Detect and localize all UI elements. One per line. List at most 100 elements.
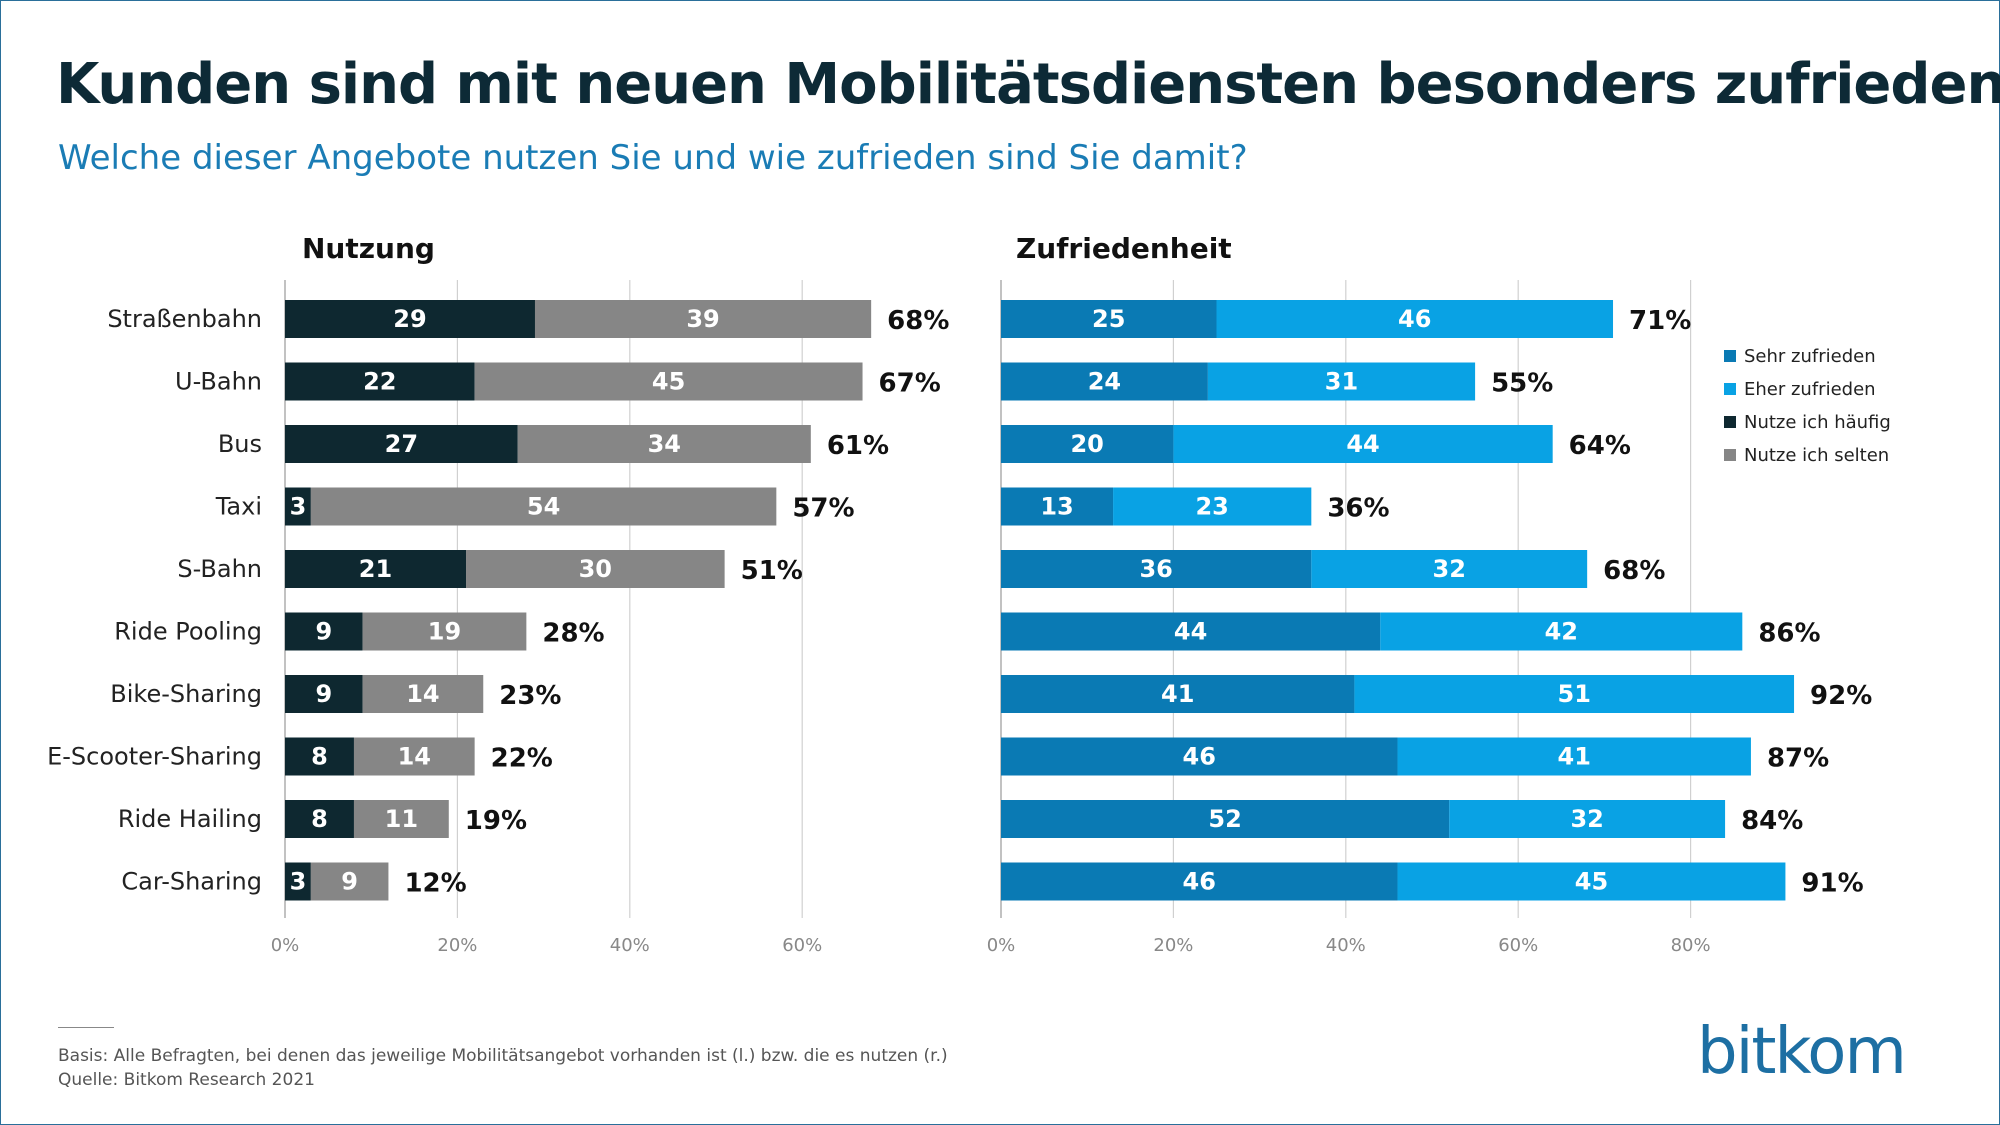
bar-0-8-1 — [353, 800, 449, 838]
x-tick-label-0-2: 40% — [610, 935, 650, 956]
bar-value-label-1-7-0: 46 — [1183, 743, 1216, 771]
legend-swatch-1 — [1724, 383, 1736, 395]
bar-value-label-1-6-0: 41 — [1161, 680, 1194, 708]
bar-0-3-0 — [285, 487, 311, 526]
bar-0-1-0 — [285, 362, 475, 401]
legend-swatch-2 — [1724, 416, 1736, 428]
bar-value-label-0-7-1: 14 — [398, 743, 431, 771]
bar-value-label-1-5-1: 42 — [1545, 618, 1578, 646]
bar-1-6-0 — [1001, 675, 1355, 713]
category-label-1: U-Bahn — [175, 368, 262, 396]
bar-value-label-1-9-1: 45 — [1575, 868, 1608, 896]
bar-0-6-0 — [285, 675, 363, 713]
total-label-1-7: 87% — [1767, 744, 1829, 774]
legend-label-3: Nutze ich selten — [1744, 445, 1890, 466]
x-tick-label-1-4: 80% — [1671, 935, 1711, 956]
bar-0-7-1 — [353, 737, 475, 776]
total-label-1-5: 86% — [1758, 619, 1820, 649]
bitkom-logo: bitkom — [1697, 1015, 1907, 1089]
category-label-6: Bike-Sharing — [110, 680, 262, 708]
bar-1-4-0 — [1001, 550, 1312, 588]
bar-value-label-0-1-1: 45 — [652, 368, 685, 396]
total-label-1-4: 68% — [1603, 556, 1665, 586]
bar-value-label-0-4-1: 30 — [579, 555, 612, 583]
category-label-9: Car-Sharing — [121, 868, 262, 896]
bar-value-label-1-0-1: 46 — [1398, 305, 1431, 333]
bar-value-label-1-2-1: 44 — [1346, 430, 1379, 458]
bar-value-label-0-4-0: 21 — [359, 555, 392, 583]
bar-1-0-0 — [1001, 300, 1217, 338]
bar-0-2-1 — [517, 425, 811, 463]
bar-value-label-0-1-0: 22 — [363, 368, 396, 396]
panel-title-0: Nutzung — [302, 232, 435, 265]
chart-subtitle: Welche dieser Angebote nutzen Sie und wi… — [58, 138, 1248, 178]
total-label-1-3: 36% — [1327, 494, 1389, 524]
bar-value-label-1-9-0: 46 — [1183, 868, 1216, 896]
x-tick-label-0-1: 20% — [437, 935, 477, 956]
total-label-0-5: 28% — [542, 619, 604, 649]
bar-value-label-0-9-0: 3 — [290, 868, 307, 896]
bar-1-5-0 — [1001, 612, 1381, 651]
bar-value-label-1-2-0: 20 — [1070, 430, 1103, 458]
total-label-0-6: 23% — [499, 681, 561, 711]
bar-value-label-0-8-1: 11 — [385, 805, 418, 833]
bar-1-9-1 — [1397, 862, 1786, 901]
legend-item-1: Eher zufrieden — [1724, 379, 1876, 400]
bar-value-label-1-1-0: 24 — [1088, 368, 1121, 396]
bar-value-label-0-6-0: 9 — [315, 680, 332, 708]
category-label-8: Ride Hailing — [118, 805, 262, 833]
bar-1-1-1 — [1207, 362, 1476, 401]
bar-0-0-0 — [285, 300, 535, 338]
category-label-7: E-Scooter-Sharing — [47, 743, 262, 771]
legend-swatch-0 — [1724, 350, 1736, 362]
bar-0-5-0 — [285, 612, 363, 651]
bar-value-label-0-2-1: 34 — [648, 430, 681, 458]
legend-item-3: Nutze ich selten — [1724, 445, 1890, 466]
bar-0-4-0 — [285, 550, 467, 588]
bar-0-4-1 — [466, 550, 725, 588]
bar-value-label-1-7-1: 41 — [1558, 743, 1591, 771]
bar-value-label-1-0-0: 25 — [1092, 305, 1125, 333]
total-label-1-0: 71% — [1629, 306, 1691, 336]
category-label-3: Taxi — [215, 493, 262, 521]
bar-1-7-0 — [1001, 737, 1398, 776]
total-label-1-6: 92% — [1810, 681, 1872, 711]
legend-swatch-3 — [1724, 449, 1736, 461]
footer-divider — [58, 1027, 114, 1028]
bar-0-2-0 — [285, 425, 518, 463]
bar-1-3-0 — [1001, 487, 1114, 526]
x-tick-label-1-0: 0% — [987, 935, 1016, 956]
bar-1-8-1 — [1449, 800, 1726, 838]
bar-value-label-1-5-0: 44 — [1174, 618, 1207, 646]
chart-title: Kunden sind mit neuen Mobilitätsdiensten… — [56, 52, 2000, 117]
bar-1-8-0 — [1001, 800, 1450, 838]
bar-value-label-1-4-0: 36 — [1139, 555, 1172, 583]
bar-value-label-0-6-1: 14 — [406, 680, 439, 708]
x-tick-label-1-1: 20% — [1153, 935, 1193, 956]
bar-0-9-0 — [285, 862, 311, 901]
total-label-0-2: 61% — [827, 431, 889, 461]
bar-1-7-1 — [1397, 737, 1751, 776]
bar-1-5-1 — [1380, 612, 1743, 651]
total-label-1-9: 91% — [1801, 869, 1863, 899]
bar-0-6-1 — [362, 675, 484, 713]
bar-1-4-1 — [1311, 550, 1588, 588]
total-label-1-2: 64% — [1569, 431, 1631, 461]
bar-value-label-1-8-0: 52 — [1208, 805, 1241, 833]
total-label-0-8: 19% — [465, 806, 527, 836]
legend-label-1: Eher zufrieden — [1744, 379, 1876, 400]
x-tick-label-0-3: 60% — [782, 935, 822, 956]
bar-1-9-0 — [1001, 862, 1398, 901]
total-label-0-9: 12% — [404, 869, 466, 899]
bar-value-label-0-7-0: 8 — [311, 743, 328, 771]
total-label-0-0: 68% — [887, 306, 949, 336]
bar-value-label-0-0-0: 29 — [393, 305, 426, 333]
bar-1-3-1 — [1113, 487, 1312, 526]
x-tick-label-1-3: 60% — [1498, 935, 1538, 956]
bar-value-label-0-5-1: 19 — [428, 618, 461, 646]
bar-0-3-1 — [310, 487, 777, 526]
bar-value-label-0-0-1: 39 — [686, 305, 719, 333]
bar-value-label-1-4-1: 32 — [1433, 555, 1466, 583]
footer-source: Quelle: Bitkom Research 2021 — [58, 1070, 315, 1090]
bar-value-label-1-6-1: 51 — [1558, 680, 1591, 708]
